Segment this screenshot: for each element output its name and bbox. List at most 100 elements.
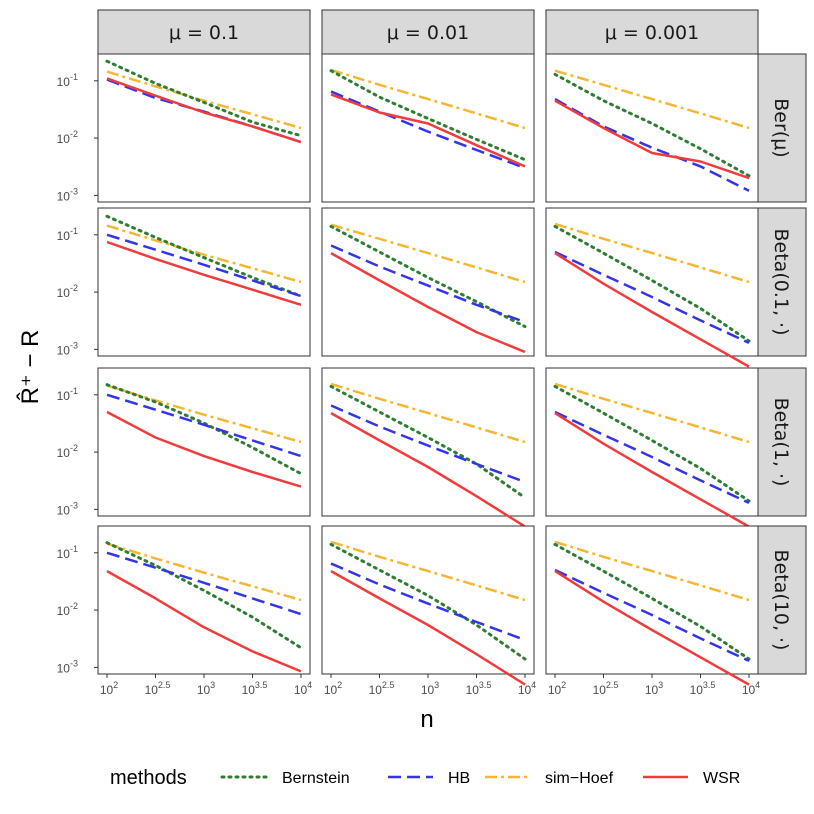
y-tick-label: 10-2: [57, 283, 78, 300]
series-line-wsr: [106, 77, 302, 144]
series-line-bernstein: [553, 72, 751, 178]
series-line-wsr: [330, 252, 526, 354]
panel-plot: [329, 540, 527, 686]
series-line-bernstein: [329, 69, 527, 162]
column-strip: [97, 9, 311, 55]
legend: methods Bernstein HB sim−Hoef WSR: [110, 767, 740, 789]
series-line-simhoef: [106, 224, 302, 284]
column-strip: [321, 9, 535, 55]
series-line-bernstein: [329, 542, 527, 661]
x-tick-label: 104: [294, 680, 312, 697]
series-line-bernstein: [553, 384, 751, 503]
panel-plot: [329, 68, 527, 170]
y-tick-label: 10-3: [57, 186, 78, 203]
series-line-bernstein: [105, 383, 303, 476]
panel-plot: [105, 541, 303, 673]
row-strip-label: Beta(10, ·): [770, 550, 792, 651]
series-line-wsr: [330, 93, 526, 168]
series-line-hb: [330, 90, 526, 170]
series-line-wsr: [106, 570, 302, 673]
column-strip-label: μ = 0.01: [387, 22, 469, 44]
legend-label: Bernstein: [282, 770, 350, 787]
y-tick-label: 10-3: [57, 340, 78, 357]
column-strip-label: μ = 0.001: [605, 22, 699, 44]
series-line-hb: [106, 393, 302, 458]
y-tick-label: 10-1: [57, 226, 78, 243]
y-tick-label: 10-2: [57, 129, 78, 146]
series-line-wsr: [106, 240, 302, 306]
series-line-simhoef: [330, 540, 526, 602]
series-line-simhoef: [554, 222, 750, 284]
series-line-hb: [106, 551, 302, 616]
x-tick-label: 102: [324, 680, 342, 697]
y-tick-label: 10-3: [57, 500, 78, 517]
x-tick-label: 104: [518, 680, 536, 697]
panel-plot: [553, 382, 751, 528]
series-line-bernstein: [553, 224, 751, 343]
series-line-simhoef: [330, 223, 526, 284]
y-tick-label: 10-2: [57, 443, 78, 460]
row-strip: [757, 367, 807, 517]
series-line-simhoef: [554, 382, 750, 444]
y-axis-title: R̂⁺ − R: [16, 330, 44, 405]
series-line-bernstein: [105, 541, 303, 650]
x-tick-label: 102.5: [593, 680, 619, 697]
series-line-wsr: [106, 410, 302, 488]
series-line-simhoef: [554, 69, 750, 130]
row-strip-label: Ber(μ): [770, 98, 792, 157]
series-line-hb: [554, 98, 750, 192]
series-line-simhoef: [554, 540, 750, 602]
panel-plot: [329, 223, 527, 354]
series-line-simhoef: [106, 70, 302, 130]
panels-layer: μ = 0.1 μ = 0.01 μ = 0.001 Ber(μ) Beta(0.1, …: [97, 9, 807, 686]
series-line-bernstein: [329, 384, 527, 500]
x-tick-label: 103.5: [690, 680, 716, 697]
x-tick-label: 102.5: [369, 680, 395, 697]
series-line-wsr: [554, 99, 750, 180]
series-line-hb: [554, 250, 750, 345]
series-line-hb: [554, 410, 750, 505]
legend-label: WSR: [703, 770, 740, 787]
series-line-hb: [330, 404, 526, 484]
row-strip-label: Beta(0.1, ·): [770, 229, 792, 336]
series-line-wsr: [554, 252, 750, 368]
x-tick-label: 103: [421, 680, 439, 697]
x-tick-label: 103: [197, 680, 215, 697]
x-tick-label: 102: [548, 680, 566, 697]
row-strip: [757, 53, 807, 203]
row-strip: [757, 207, 807, 357]
series-line-hb: [106, 233, 302, 298]
panel-plot: [105, 214, 303, 306]
series-line-hb: [554, 568, 750, 663]
y-tick-label: 10-3: [57, 658, 78, 675]
row-strip-label: Beta(1, ·): [770, 398, 792, 487]
panel-background: [97, 207, 311, 357]
x-tick-label: 102.5: [145, 680, 171, 697]
x-tick-label: 103.5: [242, 680, 268, 697]
column-strip-label: μ = 0.1: [169, 22, 239, 44]
row-strip: [757, 525, 807, 675]
series-line-simhoef: [106, 542, 302, 602]
panel-plot: [553, 540, 751, 686]
y-tick-label: 10-1: [57, 72, 78, 89]
x-tick-label: 102: [100, 680, 118, 697]
x-tick-label: 103: [645, 680, 663, 697]
y-tick-label: 10-1: [57, 386, 78, 403]
series-line-hb: [330, 244, 526, 324]
y-tick-label: 10-2: [57, 601, 78, 618]
legend-label: HB: [448, 770, 470, 787]
panel-background: [97, 525, 311, 675]
series-line-simhoef: [330, 382, 526, 444]
series-line-wsr: [330, 570, 526, 686]
series-line-bernstein: [553, 542, 751, 661]
y-tick-label: 10-1: [57, 544, 78, 561]
legend-label: sim−Hoef: [545, 770, 614, 787]
x-tick-label: 104: [742, 680, 760, 697]
series-line-simhoef: [330, 68, 526, 130]
panel-background: [97, 367, 311, 517]
series-line-wsr: [554, 412, 750, 528]
panel-plot: [105, 383, 303, 488]
series-line-bernstein: [105, 214, 303, 298]
axes-layer: 10-1 10-2 10-3 10-1 10-2 10-3 10-1 10-2 10-3 10-1…: [16, 72, 760, 733]
